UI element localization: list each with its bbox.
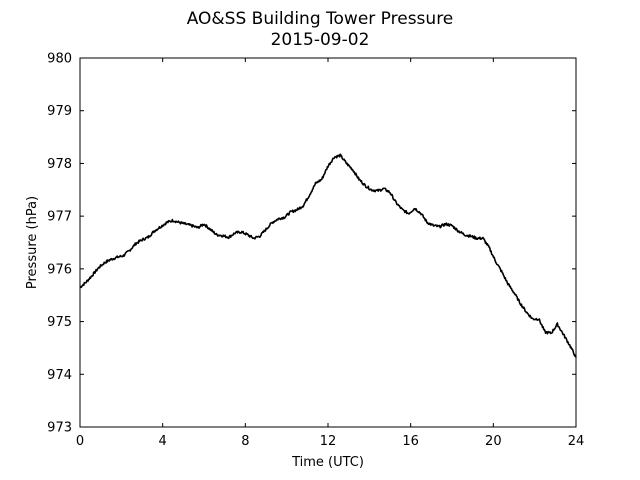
y-tick-label: 978 xyxy=(47,157,72,172)
y-tick-label: 975 xyxy=(47,315,72,330)
tick-labels: 0 4 8 12 16 20 24 973 974 975 976 977 978 979 980 xyxy=(47,52,584,450)
x-tick-label: 8 xyxy=(241,434,249,449)
y-tick-label: 976 xyxy=(47,262,72,277)
y-tick-label: 977 xyxy=(47,210,72,225)
x-tick-label: 4 xyxy=(159,434,167,449)
chart-title: AO&SS Building Tower Pressure xyxy=(187,9,454,29)
pressure-series-line xyxy=(79,153,577,358)
y-tick-label: 980 xyxy=(47,52,72,67)
x-axis-label: Time (UTC) xyxy=(291,455,364,470)
x-tick-label: 12 xyxy=(320,434,337,449)
chart-subtitle: 2015-09-02 xyxy=(271,30,370,50)
axis-ticks xyxy=(79,57,577,428)
plot-frame xyxy=(79,57,577,428)
y-tick-label: 974 xyxy=(47,368,72,383)
series-group xyxy=(79,153,577,358)
y-tick-label: 979 xyxy=(47,104,72,119)
x-tick-label: 16 xyxy=(402,434,419,449)
y-tick-label: 973 xyxy=(47,421,72,436)
x-tick-label: 0 xyxy=(76,434,84,449)
x-tick-label: 20 xyxy=(485,434,502,449)
y-axis-label: Pressure (hPa) xyxy=(25,196,40,289)
x-tick-label: 24 xyxy=(568,434,585,449)
